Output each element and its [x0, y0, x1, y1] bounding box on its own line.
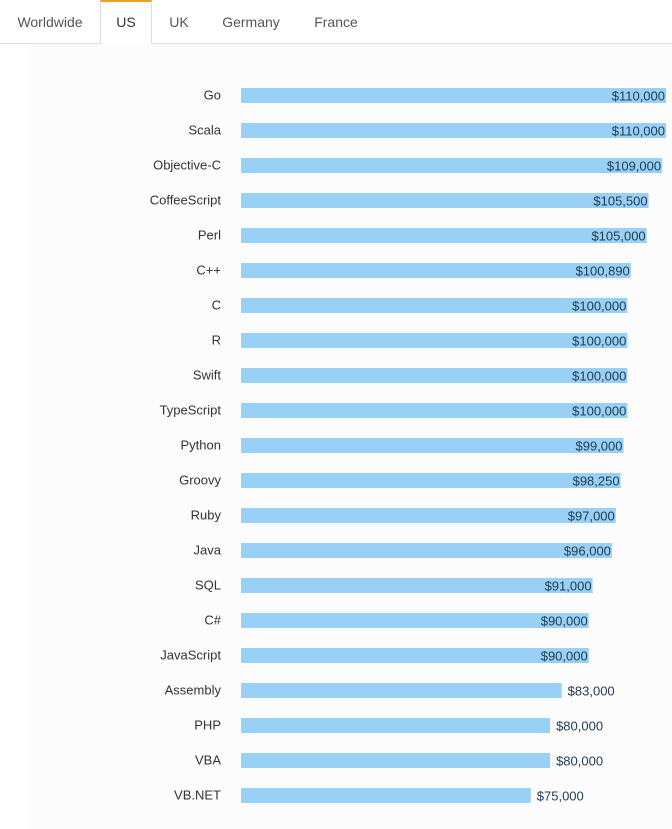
value-label: $100,890: [576, 264, 630, 279]
bar-javascript: [241, 648, 589, 663]
bar-coffeescript: [241, 193, 649, 208]
tab-germany[interactable]: Germany: [222, 14, 280, 30]
category-label: R: [212, 333, 221, 348]
tab-france[interactable]: France: [314, 14, 358, 30]
value-label: $83,000: [568, 684, 615, 699]
value-label: $110,000: [612, 89, 665, 104]
bar-objective-c: [241, 158, 663, 173]
category-label: Go: [204, 88, 221, 103]
category-label: Objective-C: [153, 158, 221, 173]
category-label: Ruby: [191, 508, 222, 523]
value-label: $105,500: [593, 194, 647, 209]
salary-bar-chart: Go $110,000 Scala $110,000 Objective-C $109,0…: [150, 88, 666, 804]
value-label: $75,000: [537, 789, 584, 804]
category-label: Perl: [198, 228, 221, 243]
category-label: C: [212, 298, 221, 313]
bar-vba: [241, 753, 551, 768]
value-label: $98,250: [573, 474, 620, 489]
category-label: C#: [204, 613, 221, 628]
category-label: Assembly: [165, 683, 222, 698]
category-label: JavaScript: [160, 648, 221, 663]
bar-ruby: [241, 508, 616, 523]
category-label: VBA: [195, 753, 221, 768]
category-label: CoffeeScript: [150, 193, 222, 208]
category-label: C++: [196, 263, 221, 278]
value-label: $100,000: [572, 404, 626, 419]
category-label: SQL: [195, 578, 221, 593]
tab-uk[interactable]: UK: [169, 14, 189, 30]
category-label: TypeScript: [160, 403, 222, 418]
bar-scala: [241, 123, 666, 138]
bar-perl: [241, 228, 647, 243]
value-label: $91,000: [545, 579, 592, 594]
category-label: Java: [194, 543, 222, 558]
category-label: Python: [181, 438, 221, 453]
category-label: Scala: [188, 123, 221, 138]
bar-php: [241, 718, 551, 733]
value-label: $100,000: [572, 334, 626, 349]
value-label: $80,000: [556, 754, 603, 769]
value-label: $96,000: [564, 544, 611, 559]
value-label: $100,000: [572, 299, 626, 314]
value-label: $110,000: [612, 124, 665, 139]
bar-go: [241, 88, 666, 103]
tab-us[interactable]: US: [100, 0, 152, 45]
category-label: VB.NET: [174, 788, 221, 803]
value-label: $90,000: [541, 649, 588, 664]
salary-chart-area: Go $110,000 Scala $110,000 Objective-C $109,0…: [28, 44, 672, 829]
bar-c-: [241, 613, 589, 628]
bar-assembly: [241, 683, 562, 698]
value-label: $90,000: [541, 614, 588, 629]
value-label: $80,000: [556, 719, 603, 734]
bar-r: [241, 333, 628, 348]
bar-sql: [241, 578, 593, 593]
value-label: $109,000: [607, 159, 661, 174]
bar-python: [241, 438, 624, 453]
bar-swift: [241, 368, 628, 383]
category-label: Swift: [193, 368, 222, 383]
bar-c-: [241, 263, 631, 278]
bar-vb-net: [241, 788, 531, 803]
bar-java: [241, 543, 612, 558]
bar-c: [241, 298, 628, 313]
country-tabs: Worldwide US UK Germany France: [0, 0, 672, 45]
tab-worldwide[interactable]: Worldwide: [17, 14, 83, 30]
value-label: $97,000: [568, 509, 615, 524]
category-label: Groovy: [179, 473, 221, 488]
value-label: $105,000: [591, 229, 645, 244]
value-label: $99,000: [576, 439, 623, 454]
bar-typescript: [241, 403, 628, 418]
value-label: $100,000: [572, 369, 626, 384]
bar-groovy: [241, 473, 621, 488]
category-label: PHP: [194, 718, 221, 733]
